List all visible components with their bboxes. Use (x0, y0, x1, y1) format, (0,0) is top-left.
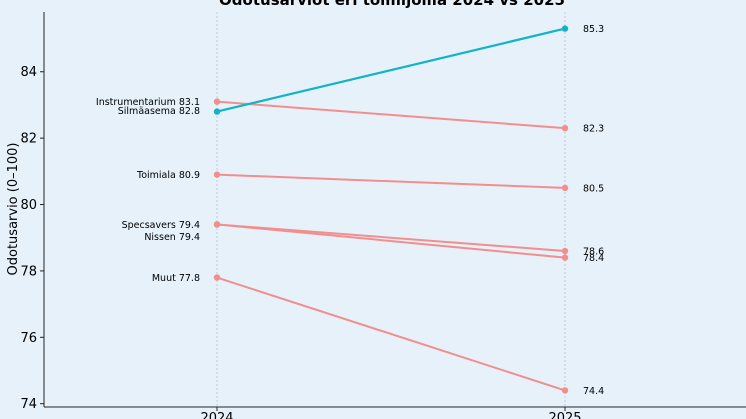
right-label-toimiala: 80.5 (583, 183, 604, 194)
point-instrumentarium-2024 (213, 98, 221, 105)
right-label-nissen: 78.4 (583, 253, 604, 264)
point-toimiala-2025 (561, 184, 569, 192)
y-axis-label: Odotusarvio (0–100) (6, 143, 21, 276)
left-label-toimiala: Toimiala 80.9 (136, 170, 200, 181)
y-tick-label-74: 74 (20, 397, 37, 412)
left-label-muut: Muut 77.8 (152, 273, 200, 284)
left-label-specsavers: Specsavers 79.4 (122, 220, 200, 231)
left-label-nissen: Nissen 79.4 (144, 232, 200, 243)
x-tick-label-2024: 2024 (200, 411, 233, 419)
point-nissen-2024 (213, 221, 221, 228)
axes-layer: 74 76 78 80 82 84 2024 2025 (20, 12, 746, 419)
point-specsavers-2025 (561, 247, 569, 255)
y-tick-label-82: 82 (20, 132, 37, 147)
point-silm-asema-2024 (213, 108, 221, 115)
plot-area (44, 12, 746, 407)
series-line-specsavers (216, 223, 566, 252)
y-tick-label-84: 84 (20, 65, 37, 80)
x-tick-label-2025: 2025 (548, 411, 581, 419)
series-line-silm-asema (216, 27, 566, 113)
right-label-muut: 74.4 (583, 386, 604, 397)
point-toimiala-2024 (213, 171, 221, 178)
grid-layer (216, 12, 566, 407)
chart-title: Odotusarviot eri toimijoilla 2024 vs 202… (219, 0, 565, 9)
point-muut-2024 (213, 274, 221, 281)
y-tick-label-76: 76 (20, 331, 37, 346)
point-nissen-2025 (561, 254, 569, 261)
series-layer (213, 25, 569, 394)
left-label-silm-asema: Silmäasema 82.8 (118, 106, 200, 117)
series-line-nissen (216, 223, 566, 259)
right-label-instrumentarium: 82.3 (583, 124, 604, 135)
right-label-specsavers: 78.6 (583, 246, 604, 257)
y-tick-label-78: 78 (20, 264, 37, 279)
series-line-toimiala (216, 173, 566, 189)
point-muut-2025 (561, 387, 569, 394)
left-label-instrumentarium: Instrumentarium 83.1 (96, 97, 200, 108)
series-line-muut (216, 276, 566, 392)
y-tick-label-80: 80 (20, 198, 37, 213)
series-line-instrumentarium (216, 100, 566, 130)
right-label-silm-asema: 85.3 (583, 24, 604, 35)
point-instrumentarium-2025 (561, 124, 569, 132)
point-silm-asema-2025 (561, 25, 569, 32)
